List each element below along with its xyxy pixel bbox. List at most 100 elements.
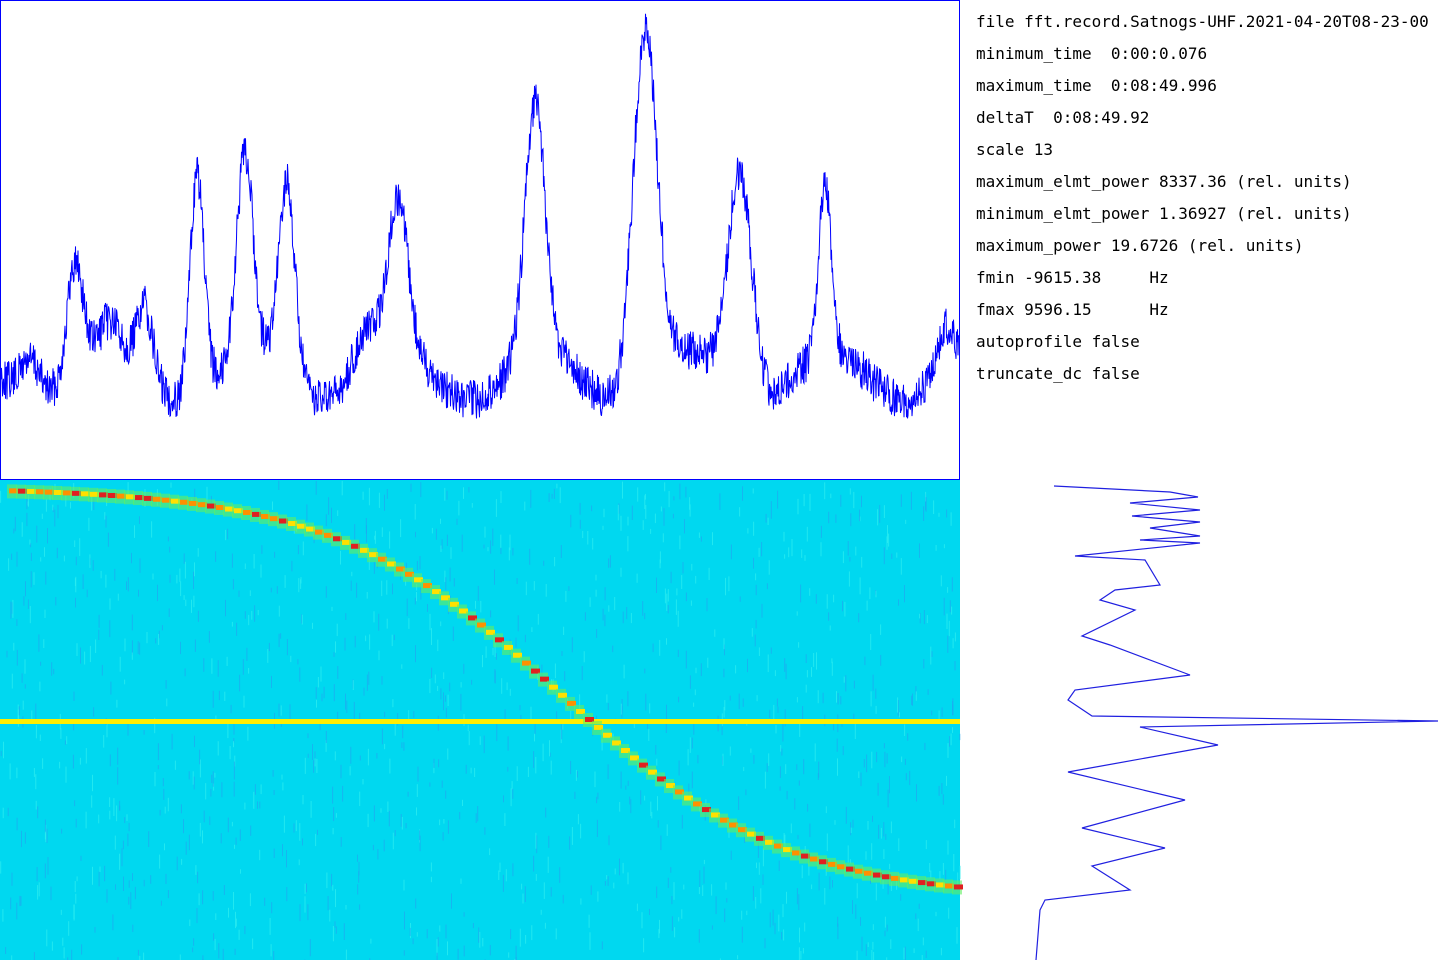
noise	[800, 951, 802, 960]
noise	[722, 753, 724, 766]
noise	[388, 810, 390, 827]
noise	[940, 575, 942, 587]
noise	[230, 704, 232, 714]
noise	[923, 610, 925, 625]
noise	[394, 830, 396, 837]
noise	[114, 568, 116, 581]
noise	[117, 957, 119, 960]
noise	[858, 613, 860, 623]
noise	[325, 730, 327, 743]
noise	[11, 673, 13, 689]
noise	[282, 844, 283, 857]
info-line: autoprofile false	[976, 332, 1140, 351]
noise	[505, 869, 507, 882]
noise	[33, 768, 35, 777]
noise	[904, 585, 905, 603]
noise	[883, 743, 885, 749]
noise	[345, 905, 347, 910]
noise	[752, 886, 754, 901]
noise	[522, 893, 524, 904]
noise	[742, 698, 744, 707]
noise	[404, 911, 405, 930]
noise	[940, 947, 942, 956]
noise	[167, 536, 169, 542]
noise	[636, 903, 638, 912]
noise	[446, 534, 448, 546]
noise	[494, 669, 496, 683]
noise	[449, 567, 451, 582]
noise	[650, 801, 652, 816]
noise	[829, 876, 831, 890]
noise	[444, 570, 446, 583]
trace	[432, 589, 441, 595]
noise	[70, 502, 71, 509]
noise	[751, 628, 753, 637]
noise	[408, 710, 410, 722]
noise	[74, 800, 76, 807]
noise	[931, 710, 933, 716]
noise	[227, 723, 229, 739]
noise	[47, 857, 49, 875]
noise	[724, 644, 725, 656]
noise	[536, 835, 538, 854]
noise	[12, 599, 14, 618]
noise	[460, 878, 462, 884]
noise	[482, 655, 483, 668]
noise	[429, 782, 431, 787]
noise	[494, 569, 495, 585]
noise	[220, 833, 222, 844]
noise	[45, 571, 47, 585]
trace	[486, 629, 495, 635]
noise	[673, 882, 675, 900]
noise	[240, 869, 241, 874]
noise	[926, 615, 928, 624]
noise	[35, 703, 37, 721]
noise	[169, 574, 171, 583]
noise	[341, 480, 343, 496]
noise	[157, 743, 159, 761]
noise	[550, 887, 552, 897]
noise	[233, 741, 234, 748]
noise	[183, 553, 185, 564]
noise	[9, 763, 11, 780]
noise	[146, 632, 148, 644]
noise	[769, 709, 771, 718]
noise	[872, 815, 873, 822]
noise	[758, 862, 760, 875]
noise	[143, 730, 145, 735]
noise	[174, 760, 176, 770]
noise	[447, 694, 449, 706]
noise	[194, 639, 196, 652]
noise	[14, 516, 16, 532]
noise	[482, 938, 484, 947]
noise	[622, 481, 623, 499]
noise	[231, 553, 233, 568]
noise	[693, 702, 695, 707]
noise	[678, 696, 680, 703]
noise	[163, 788, 165, 800]
noise	[650, 528, 652, 534]
noise	[254, 784, 256, 795]
noise	[413, 711, 415, 718]
noise	[790, 823, 792, 834]
noise	[579, 519, 581, 529]
noise	[924, 742, 926, 751]
trace	[27, 488, 36, 494]
trace	[9, 488, 18, 494]
noise	[612, 645, 614, 653]
noise	[627, 780, 629, 786]
noise	[664, 482, 666, 492]
noise	[890, 939, 892, 949]
trace	[918, 880, 927, 886]
noise	[56, 547, 58, 559]
noise	[890, 821, 892, 834]
noise	[415, 898, 417, 909]
noise	[561, 651, 563, 656]
noise	[935, 545, 937, 551]
noise	[365, 635, 367, 642]
noise	[114, 835, 116, 850]
noise	[831, 658, 833, 664]
noise	[728, 576, 730, 592]
noise	[673, 496, 675, 501]
trace	[279, 518, 288, 524]
